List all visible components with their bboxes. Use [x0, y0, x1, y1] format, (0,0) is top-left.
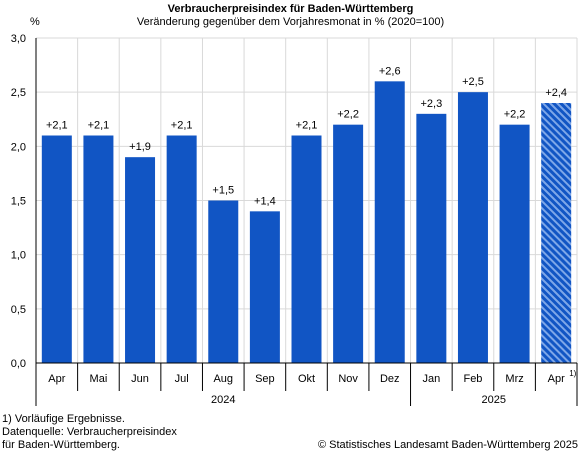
data-label: +2,4 — [545, 87, 567, 99]
bar — [416, 113, 447, 363]
footnote-source-cont: für Baden-Württemberg. — [2, 439, 120, 451]
x-tick-label: Mai — [90, 373, 108, 385]
data-label: +2,2 — [504, 109, 526, 121]
footnote-preliminary: 1) Vorläufige Ergebnisse. — [2, 413, 125, 425]
data-label: +2,5 — [462, 76, 484, 88]
y-tick-label: 2,5 — [11, 87, 26, 99]
footnote-source: Datenquelle: Verbraucherpreisindex — [2, 426, 177, 438]
chart-title: Verbraucherpreisindex für Baden-Württemb… — [167, 3, 414, 15]
y-tick-label: 1,0 — [11, 250, 26, 262]
bar — [457, 92, 488, 364]
data-label: +2,1 — [171, 120, 193, 132]
data-label: +2,1 — [46, 120, 68, 132]
x-tick-label: Aug — [213, 373, 233, 385]
data-label: +2,3 — [420, 98, 442, 110]
bar — [374, 81, 405, 363]
y-axis-unit: % — [30, 16, 40, 28]
bar — [249, 211, 280, 363]
bar — [83, 135, 114, 363]
data-label: +2,1 — [296, 120, 318, 132]
x-tick-label: Sep — [255, 373, 275, 385]
x-tick-label: Jul — [175, 373, 189, 385]
footnote-marker: 1) — [569, 369, 576, 378]
bar — [208, 200, 239, 363]
data-label: +1,9 — [129, 141, 151, 153]
x-tick-label: Nov — [338, 373, 358, 385]
y-tick-label: 2,0 — [11, 141, 26, 153]
chart-subtitle: Veränderung gegenüber dem Vorjahresmonat… — [136, 16, 445, 28]
bar — [541, 103, 572, 363]
x-tick-label: Mrz — [505, 373, 523, 385]
data-label: +1,5 — [212, 185, 234, 197]
x-tick-label: Okt — [298, 373, 315, 385]
x-tick-label: Dez — [380, 373, 400, 385]
x-tick-label: Jun — [131, 373, 149, 385]
data-label: +2,1 — [88, 120, 110, 132]
data-label: +2,6 — [379, 65, 401, 77]
bar — [41, 135, 72, 363]
x-tick-label: Jan — [422, 373, 440, 385]
y-tick-label: 1,5 — [11, 196, 26, 208]
data-label: +2,2 — [337, 109, 359, 121]
bar — [291, 135, 322, 363]
data-label: +1,4 — [254, 195, 276, 207]
bar — [125, 157, 156, 363]
y-tick-label: 0,5 — [11, 304, 26, 316]
x-tick-label: Feb — [463, 373, 482, 385]
bar — [166, 135, 197, 363]
footnote: 1) Vorläufige Ergebnisse. Datenquelle: V… — [2, 413, 177, 452]
y-tick-label: 3,0 — [11, 33, 26, 45]
x-tick-label: Apr — [48, 373, 65, 385]
year-group-label: 2024 — [211, 394, 235, 406]
y-tick-label: 0,0 — [11, 358, 26, 370]
x-tick-label: Apr — [548, 373, 565, 385]
copyright: © Statistisches Landesamt Baden-Württemb… — [317, 439, 578, 451]
year-group-label: 2025 — [482, 394, 506, 406]
bar — [499, 124, 530, 364]
bar — [333, 124, 364, 364]
